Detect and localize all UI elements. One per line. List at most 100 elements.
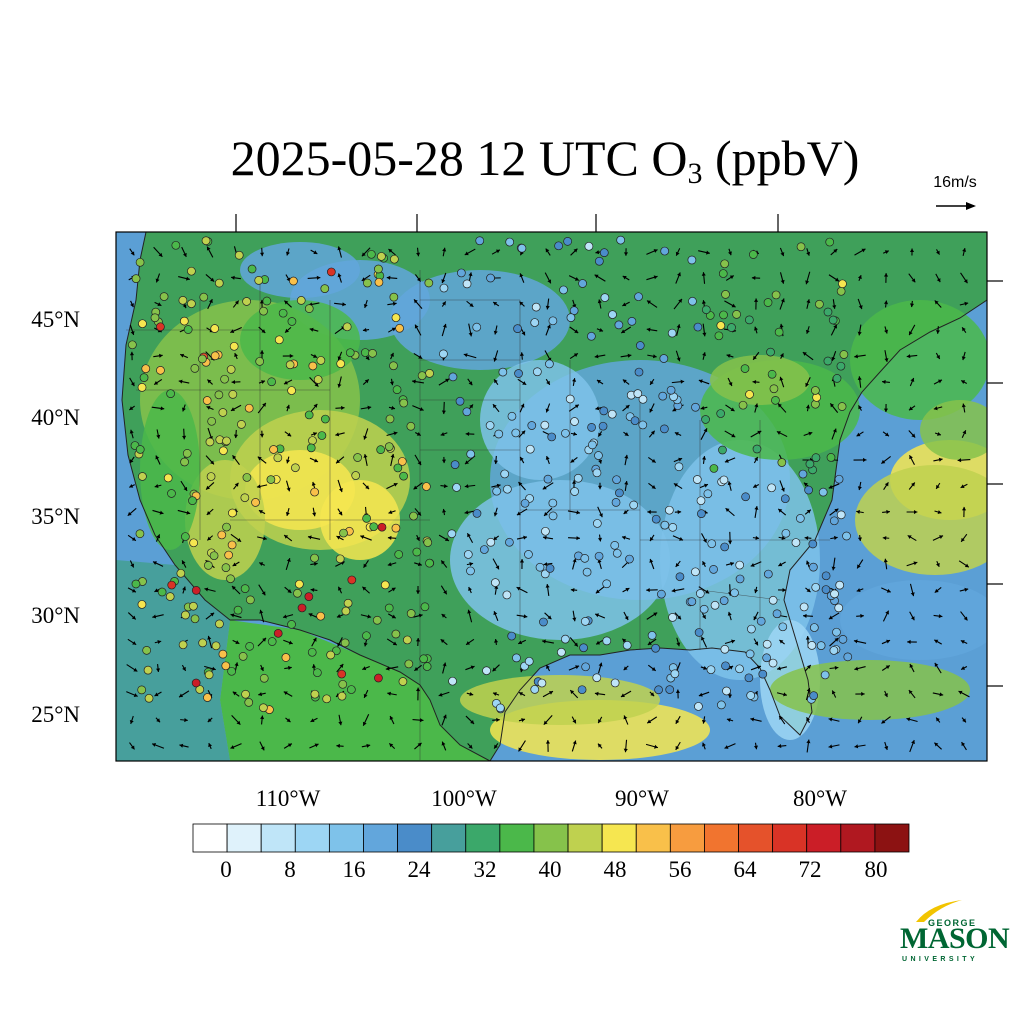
station-marker (811, 582, 821, 592)
lat-label-25: 25°N (31, 702, 80, 727)
wind-arrow (621, 535, 631, 540)
wind-arrow (440, 432, 448, 436)
wind-arrow (675, 350, 681, 362)
station-marker (832, 374, 842, 383)
station-marker (482, 666, 491, 676)
wind-arrow (857, 274, 862, 282)
wind-arrow (231, 379, 241, 385)
wind-arrow (258, 509, 266, 515)
station-marker (384, 442, 394, 451)
wind-arrow (934, 431, 942, 436)
wind-arrow (465, 431, 475, 437)
station-marker (143, 665, 153, 675)
wind-arrow (206, 535, 214, 541)
station-marker (807, 641, 817, 650)
wind-arrow (622, 587, 630, 593)
station-marker (561, 428, 570, 438)
wind-arrow (518, 691, 526, 697)
wind-arrow (151, 406, 165, 411)
wind-arrow (286, 404, 290, 412)
wind-arrow (493, 610, 499, 622)
station-marker (573, 473, 583, 483)
station-marker (809, 691, 819, 700)
wind-arrow (335, 432, 345, 437)
wind-arrow (494, 585, 499, 595)
wind-arrow (129, 560, 135, 568)
wind-arrow (442, 662, 447, 674)
station-marker (611, 498, 621, 507)
wind-arrow (647, 354, 657, 359)
wind-arrow (569, 689, 579, 699)
wind-arrow (932, 692, 944, 697)
station-marker (466, 566, 475, 576)
colorbar-label-40: 40 (538, 857, 562, 882)
wind-arrow (493, 507, 498, 517)
station-marker (771, 290, 781, 300)
wind-arrow (857, 298, 863, 310)
wind-arrow (933, 406, 943, 411)
wind-arrow (622, 275, 630, 281)
station-marker (816, 641, 826, 650)
colorbar-swatch (363, 823, 398, 853)
wind-arrow (337, 273, 342, 283)
wind-arrow (673, 482, 683, 490)
station-marker (424, 278, 434, 288)
field-blob (450, 480, 670, 640)
wind-arrow (129, 483, 135, 488)
wind-arrow (492, 535, 500, 541)
colorbar (192, 823, 910, 853)
wind-arrow (961, 741, 967, 751)
wind-arrow (232, 300, 240, 308)
station-marker (769, 384, 779, 394)
wind-arrow (594, 354, 606, 359)
station-marker (535, 562, 545, 572)
wind-arrow (909, 455, 915, 465)
wind-arrow (415, 586, 421, 594)
station-marker (310, 487, 319, 497)
reference-vector-label: 16m/s (933, 174, 977, 191)
colorbar-swatch (738, 823, 774, 853)
wind-arrow (205, 482, 215, 490)
lat-label-30: 30°N (31, 603, 80, 628)
station-marker (745, 315, 754, 325)
station-marker (566, 313, 576, 322)
station-marker (341, 606, 351, 616)
station-marker (395, 323, 404, 333)
station-marker (204, 670, 214, 680)
wind-arrow (960, 272, 968, 284)
station-marker (316, 611, 326, 621)
wind-arrow (620, 326, 632, 334)
wind-arrow (805, 376, 811, 388)
station-marker (763, 569, 773, 579)
station-marker (710, 600, 720, 610)
station-marker (730, 588, 739, 598)
wind-arrow (855, 691, 865, 697)
station-marker (228, 390, 238, 399)
station-marker (228, 508, 237, 518)
station-marker (289, 276, 298, 286)
wind-arrow (596, 379, 604, 385)
wind-arrow (181, 404, 186, 412)
wind-arrow (699, 483, 709, 489)
station-marker (187, 266, 196, 276)
station-marker (393, 463, 403, 473)
station-marker (507, 631, 517, 641)
station-marker (701, 305, 711, 315)
wind-arrow (233, 429, 239, 439)
station-marker (406, 609, 416, 618)
wind-arrow (440, 483, 448, 489)
field-blob (140, 390, 200, 550)
wind-arrow (283, 691, 293, 697)
station-marker (214, 390, 224, 400)
wind-arrow (700, 636, 708, 648)
wind-arrow (468, 323, 473, 337)
station-marker (592, 468, 602, 478)
station-marker (815, 299, 824, 309)
station-marker (799, 602, 809, 612)
wind-arrow (675, 248, 681, 256)
station-marker (240, 584, 250, 593)
wind-arrow (415, 687, 421, 701)
wind-arrow (154, 484, 162, 488)
station-marker (811, 386, 820, 395)
station-marker (746, 691, 756, 700)
